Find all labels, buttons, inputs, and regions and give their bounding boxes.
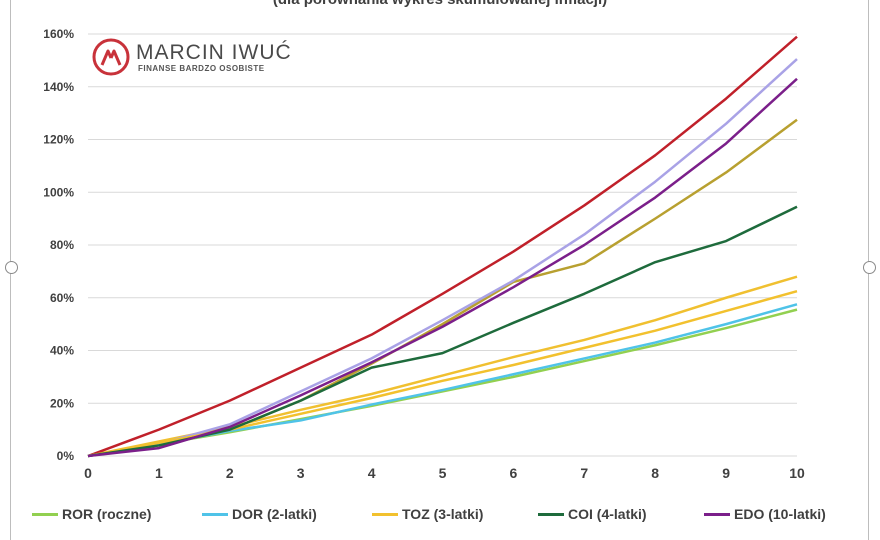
x-tick-label: 4 [368,465,376,481]
y-tick-label: 0% [57,449,75,463]
y-tick-label: 100% [43,185,74,199]
legend-label: COI (4-latki) [568,506,647,522]
y-tick-label: 60% [50,291,74,305]
y-tick-label: 40% [50,344,74,358]
x-tick-label: 8 [651,465,659,481]
chart-legend: ROR (roczne) DOR (2-latki) TOZ (3-latki) CO… [0,504,880,526]
y-tick-label: 80% [50,238,74,252]
series-line-5 [87,77,798,458]
logo-mark-icon [92,38,130,76]
chart-title: (dla porównania wykres skumulowanej infl… [0,0,880,8]
legend-item: DOR (2-latki) [202,504,317,524]
resize-handle-left[interactable] [5,261,18,274]
y-tick-label: 120% [43,133,74,147]
logo-name: MARCIN IWUĆ [136,41,292,64]
legend-swatch [704,512,730,516]
x-tick-label: 6 [510,465,518,481]
legend-swatch [202,512,228,516]
legend-label: EDO (10-latki) [734,506,826,522]
x-tick-label: 5 [439,465,447,481]
legend-item: EDO (10-latki) [704,504,826,524]
x-tick-label: 2 [226,465,234,481]
legend-item: ROR (roczne) [32,504,151,524]
series-line-unlabeled-4 [87,35,798,458]
x-tick-label: 0 [84,465,92,481]
x-tick-label: 9 [722,465,730,481]
series-line-unlabeled-1 [87,275,798,458]
legend-swatch [538,512,564,516]
x-tick-label: 1 [155,465,163,481]
logo-tagline: FINANSE BARDZO OSOBISTE [138,64,265,73]
legend-item: COI (4-latki) [538,504,647,524]
x-tick-label: 10 [789,465,805,481]
legend-label: DOR (2-latki) [232,506,317,522]
x-tick-label: 3 [297,465,305,481]
brand-logo: MARCIN IWUĆ FINANSE BARDZO OSOBISTE [92,38,312,78]
resize-handle-right[interactable] [863,261,876,274]
legend-swatch [372,512,398,516]
legend-item: TOZ (3-latki) [372,504,483,524]
series-line-4 [87,205,798,458]
series-line-unlabeled-3 [87,58,798,458]
x-tick-label: 7 [580,465,588,481]
y-tick-label: 20% [50,396,74,410]
legend-label: TOZ (3-latki) [402,506,484,522]
series-line-3 [87,289,798,458]
legend-label: ROR (roczne) [62,506,152,522]
legend-swatch [32,512,58,516]
y-tick-label: 160% [43,27,74,41]
y-tick-label: 140% [43,80,74,94]
